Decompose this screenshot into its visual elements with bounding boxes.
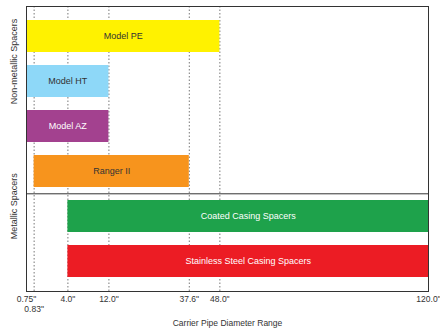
svg-text:Carrier Pipe Diameter Range: Carrier Pipe Diameter Range [173,318,283,328]
svg-text:Model HT: Model HT [48,76,88,86]
svg-text:Metallic Spacers: Metallic Spacers [9,173,19,240]
svg-text:37.6": 37.6" [180,294,200,304]
svg-text:0.75": 0.75" [17,294,37,304]
svg-text:Non-metallic Spacers: Non-metallic Spacers [9,18,19,104]
svg-text:48.0": 48.0" [210,294,230,304]
svg-text:Coated Casing Spacers: Coated Casing Spacers [201,211,297,221]
svg-text:Ranger II: Ranger II [93,166,130,176]
svg-text:120.0": 120.0" [416,294,440,304]
svg-text:4.0": 4.0" [60,294,75,304]
svg-text:Model AZ: Model AZ [49,121,88,131]
svg-text:Model PE: Model PE [104,31,143,41]
svg-text:Stainless Steel Casing Spacers: Stainless Steel Casing Spacers [185,256,311,266]
svg-text:0.83": 0.83" [24,304,44,314]
svg-text:12.0": 12.0" [99,294,119,304]
